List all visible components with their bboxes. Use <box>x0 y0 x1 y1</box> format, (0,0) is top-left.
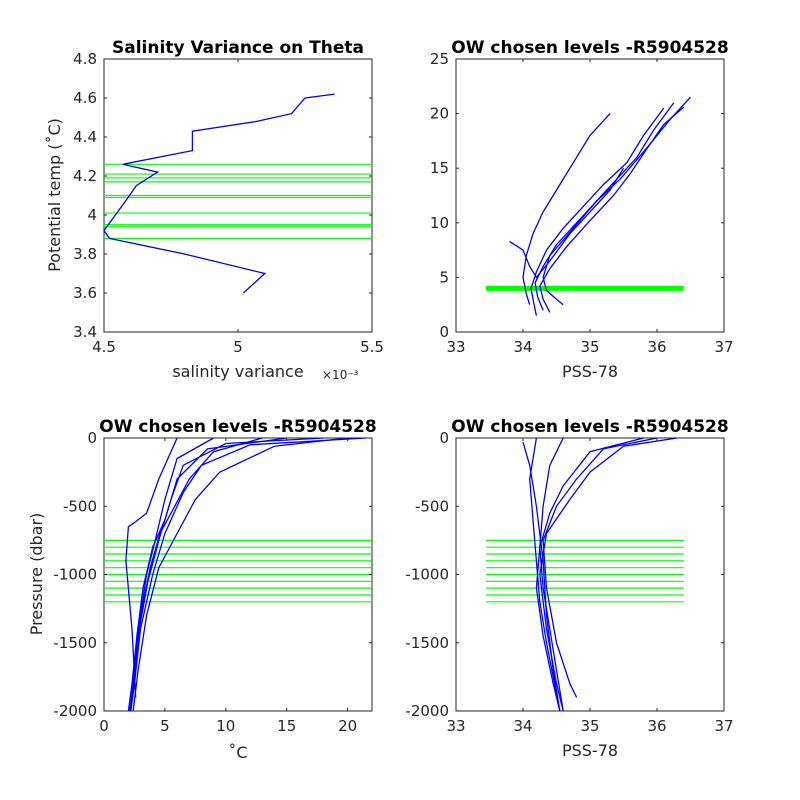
x-tick-label: 36 <box>647 338 666 356</box>
profile-line <box>542 437 658 698</box>
panel-salinity-variance: 4.5 5 5.5 3.4 3.6 3.8 4 4.2 4.4 4.6 4.8 Salinity V… <box>45 38 384 382</box>
profile-line <box>103 93 335 294</box>
x-tick-label: 15 <box>277 717 296 735</box>
profile-lines <box>103 93 335 294</box>
x-tick-label: 35 <box>580 717 599 735</box>
x-tick-label: 5 <box>160 717 170 735</box>
y-tick-label: 4.2 <box>73 167 97 185</box>
y-axis-label: Potential temp (˚C) <box>45 118 64 272</box>
profile-line <box>529 437 561 712</box>
y-tick-label: -500 <box>415 497 449 515</box>
profile-lines <box>522 437 678 712</box>
y-tick-label: 3.4 <box>73 323 97 341</box>
x-tick-label: 5 <box>233 338 243 356</box>
x-axis-label: salinity variance <box>172 362 303 381</box>
y-tick-label: 3.6 <box>73 284 97 302</box>
y-tick-label: 25 <box>430 50 449 68</box>
profile-line <box>522 441 561 712</box>
x-tick-label: 10 <box>216 717 235 735</box>
profile-lines <box>509 96 691 316</box>
profile-line <box>130 437 366 712</box>
y-tick-label: -1500 <box>405 634 449 652</box>
plot-area <box>455 58 725 333</box>
y-tick-label: 15 <box>430 159 449 177</box>
x-tick-label: 37 <box>714 717 733 735</box>
y-tick-label: -1000 <box>405 566 449 584</box>
x-tick-label: 33 <box>446 338 465 356</box>
y-tick-label: -500 <box>63 497 97 515</box>
profile-line <box>509 167 625 279</box>
chart-title: Salinity Variance on Theta <box>112 38 364 58</box>
axis-ticks: 0 5 10 15 20 -2000 -1500 -1000 -500 0 <box>53 429 372 735</box>
panel-sal-pressure: 33 34 35 36 37 -2000 -1500 -1000 -500 0 OW chosen… <box>405 417 733 760</box>
y-tick-label: 3.8 <box>73 245 97 263</box>
y-tick-label: 10 <box>430 214 449 232</box>
panel-ts-levels: 33 34 35 36 37 0 5 10 15 20 25 OW chosen levels -R… <box>430 38 734 381</box>
y-tick-label: -2000 <box>405 702 449 720</box>
x-axis-exponent: ×10⁻³ <box>322 368 359 382</box>
chart-title: OW chosen levels -R5904528 <box>451 38 728 58</box>
profile-line <box>530 107 665 316</box>
x-axis-label: ˚C <box>228 743 247 762</box>
level-lines <box>486 539 684 603</box>
y-tick-label: 4.4 <box>73 128 97 146</box>
x-tick-label: 5.5 <box>360 338 384 356</box>
x-tick-label: 4.5 <box>92 338 116 356</box>
y-tick-label: -1000 <box>53 566 97 584</box>
x-tick-label: 37 <box>714 338 733 356</box>
x-tick-label: 34 <box>513 338 532 356</box>
profile-line <box>539 437 564 712</box>
y-tick-label: 4 <box>87 206 97 224</box>
x-axis-label: PSS-78 <box>562 741 618 760</box>
y-tick-label: -1500 <box>53 634 97 652</box>
y-tick-label: 0 <box>439 429 449 447</box>
chart-title: OW chosen levels -R5904528 <box>99 417 376 437</box>
y-tick-label: 4.8 <box>73 50 97 68</box>
x-axis-label: PSS-78 <box>562 362 618 381</box>
axis-ticks: 33 34 35 36 37 0 5 10 15 20 25 <box>430 50 734 356</box>
level-lines <box>104 163 372 239</box>
chart-title: OW chosen levels -R5904528 <box>451 417 728 437</box>
x-tick-label: 0 <box>99 717 109 735</box>
profile-line <box>125 437 178 698</box>
x-tick-label: 33 <box>446 717 465 735</box>
panel-temp-pressure: 0 5 10 15 20 -2000 -1500 -1000 -500 0 OW chosen l… <box>27 417 377 762</box>
y-tick-label: 0 <box>439 323 449 341</box>
x-tick-label: 35 <box>580 338 599 356</box>
level-lines <box>104 539 372 603</box>
profile-line <box>534 102 675 311</box>
profile-line <box>132 437 348 712</box>
y-axis-label: Pressure (dbar) <box>27 513 46 636</box>
y-tick-label: 0 <box>87 429 97 447</box>
x-tick-label: 36 <box>647 717 666 735</box>
y-tick-label: 5 <box>439 268 449 286</box>
y-tick-label: -2000 <box>53 702 97 720</box>
y-tick-label: 20 <box>430 105 449 123</box>
x-tick-label: 34 <box>513 717 532 735</box>
profile-lines <box>125 437 366 712</box>
y-tick-label: 4.6 <box>73 89 97 107</box>
x-tick-label: 20 <box>338 717 357 735</box>
axis-ticks: 33 34 35 36 37 -2000 -1500 -1000 -500 0 <box>405 429 733 735</box>
axis-ticks: 4.5 5 5.5 3.4 3.6 3.8 4 4.2 4.4 4.6 4.8 <box>73 50 384 356</box>
profile-line <box>542 96 691 306</box>
profile-line <box>522 113 611 305</box>
profile-line <box>131 437 263 698</box>
